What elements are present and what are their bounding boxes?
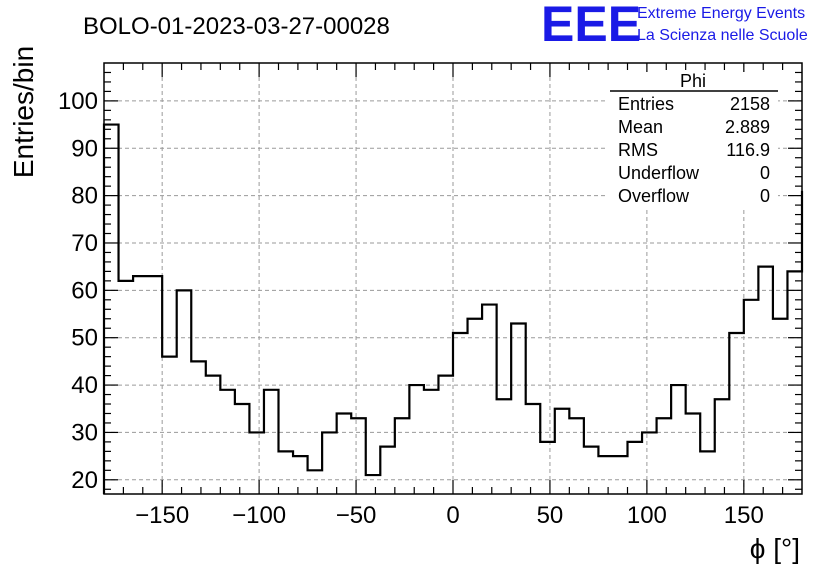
y-tick-label: 100 [58, 88, 98, 115]
x-tick-label: 150 [724, 502, 764, 529]
logo-line2: La Scienza nelle Scuole [637, 27, 808, 44]
stats-row-value: 2158 [730, 94, 770, 114]
x-tick-label: −50 [336, 502, 377, 529]
y-tick-label: 30 [71, 419, 98, 446]
histogram-series [102, 123, 804, 494]
stats-row-label: Entries [618, 94, 674, 114]
x-tick-label: −100 [232, 502, 286, 529]
logo-eee-text: EEE [541, 0, 641, 52]
logo-line1: Extreme Energy Events [637, 5, 805, 22]
y-tick-label: 40 [71, 372, 98, 399]
stats-rows: Entries 2158 Mean 2.889 RMS 116.9 Underflow 0 Ov… [618, 94, 770, 206]
stats-row-label: Overflow [618, 186, 690, 206]
stats-title: Phi [680, 71, 706, 91]
x-axis-label: ϕ [°] [750, 533, 800, 564]
y-tick-label: 20 [71, 467, 98, 494]
y-tick-label: 60 [71, 277, 98, 304]
y-tick-label: 50 [71, 325, 98, 352]
stats-box-background [608, 72, 778, 210]
stats-row-value: 0 [760, 163, 770, 183]
x-tick-label: 0 [446, 502, 459, 529]
chart-title: BOLO-01-2023-03-27-00028 [83, 13, 390, 40]
y-tick-label: 90 [71, 135, 98, 162]
y-tick-label: 70 [71, 230, 98, 257]
tick-label-layer: −150 −100 −50 0 50 100 150 20 30 40 50 60 70 80 90 100 [58, 88, 764, 529]
x-tick-label: −150 [135, 502, 189, 529]
stats-row-value: 2.889 [725, 117, 770, 137]
stats-box: Phi Entries 2158 Mean 2.889 RMS 116.9 Underflo… [608, 71, 778, 210]
stats-row-label: Mean [618, 117, 663, 137]
stats-row-value: 116.9 [726, 140, 770, 160]
eee-logo: EEE Extreme Energy Events La Scienza nel… [541, 0, 808, 52]
x-tick-label: 50 [537, 502, 564, 529]
y-tick-label: 80 [71, 183, 98, 210]
x-tick-label: 100 [627, 502, 667, 529]
stats-row-value: 0 [760, 186, 770, 206]
y-axis-label: Entries/bin [8, 46, 39, 178]
stats-row-label: Underflow [618, 163, 700, 183]
stats-row-label: RMS [618, 140, 658, 160]
